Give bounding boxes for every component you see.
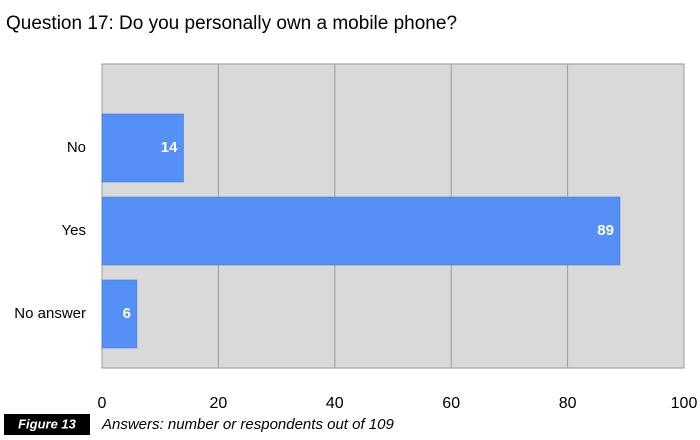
y-tick-label: Yes [62, 222, 86, 239]
x-tick-label: 0 [98, 395, 107, 412]
figure-label: Figure 13 [18, 416, 77, 431]
caption: Answers: number or respondents out of 10… [101, 416, 394, 433]
bar [101, 196, 621, 266]
x-tick-label: 80 [559, 395, 577, 412]
x-tick-label: 40 [326, 395, 344, 412]
data-label: 89 [597, 222, 614, 239]
x-tick-label: 60 [442, 395, 460, 412]
y-tick-label: No answer [14, 305, 86, 322]
y-tick-label: No [67, 139, 86, 156]
x-tick-label: 100 [671, 395, 698, 412]
chart-title: Question 17: Do you personally own a mob… [6, 13, 457, 34]
bar [101, 279, 138, 349]
data-label: 14 [161, 139, 178, 156]
data-label: 6 [123, 305, 131, 322]
x-tick-label: 20 [210, 395, 228, 412]
figure-label-box [4, 414, 90, 435]
bar [101, 113, 184, 183]
